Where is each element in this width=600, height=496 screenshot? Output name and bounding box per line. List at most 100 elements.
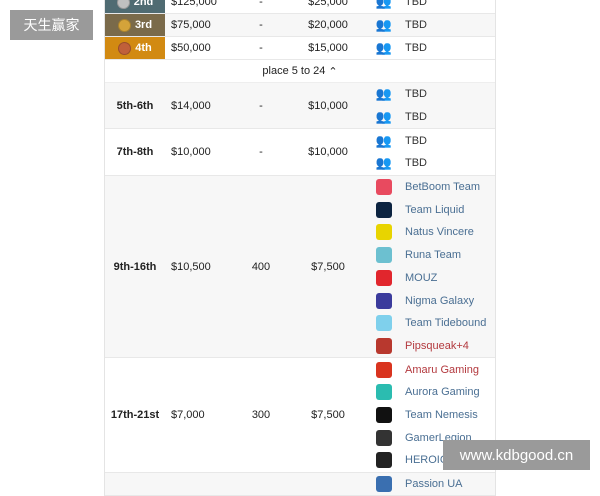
team-name: TBD: [405, 111, 427, 124]
team-entry: 👥 TBD: [369, 129, 495, 152]
points-cell: 400: [251, 260, 271, 273]
team-entry: Natus Vincere: [369, 221, 495, 244]
liquid-logo-icon: [369, 201, 399, 218]
table-row: 7th-8th $10,000 - $10,000 👥 TBD 👥 TBD: [105, 129, 495, 176]
points-cell: -: [259, 42, 263, 54]
team-name: TBD: [405, 134, 427, 147]
prize-cell: $10,500: [171, 260, 211, 273]
team-entry: BetBoom Team: [369, 176, 495, 199]
prize-secondary-cell: $15,000: [308, 42, 348, 54]
users-icon: 👥: [375, 155, 393, 171]
points-cell: -: [259, 0, 263, 8]
betboom-logo-icon: [369, 179, 399, 196]
prize-pool-table: 2nd $125,000 - $25,000 👥 TBD 3rd $75,000 …: [104, 0, 496, 496]
expand-label[interactable]: place 5 to 24: [262, 65, 326, 77]
runa-logo-icon: [369, 247, 399, 264]
place-cell: 4th: [105, 37, 165, 59]
team-entry: Nigma Galaxy: [369, 289, 495, 312]
team-name[interactable]: Pipsqueak+4: [405, 339, 469, 352]
nemesis-logo-icon: [369, 406, 399, 423]
team-name[interactable]: HEROIC: [405, 454, 448, 467]
team-name[interactable]: Amaru Gaming: [405, 363, 479, 376]
users-icon: 👥: [375, 86, 393, 102]
place-cell: [105, 473, 165, 496]
team-entry: Pipsqueak+4: [369, 335, 495, 358]
team-entry: Amaru Gaming: [369, 358, 495, 381]
team-name[interactable]: Natus Vincere: [405, 226, 474, 239]
tidebound-logo-icon: [369, 315, 399, 332]
team-entry: Team Liquid: [369, 198, 495, 221]
prize-secondary-cell: $7,500: [311, 260, 345, 273]
amaru-logo-icon: [369, 361, 399, 378]
team-entry: Runa Team: [369, 244, 495, 267]
place-label: 2nd: [133, 0, 154, 8]
team-name[interactable]: Team Nemesis: [405, 408, 478, 421]
team-name[interactable]: MOUZ: [405, 271, 438, 284]
users-icon: 👥: [375, 17, 393, 32]
team-entry: 👥 TBD: [369, 152, 495, 175]
team-name[interactable]: Aurora Gaming: [405, 386, 480, 399]
points-cell: -: [259, 99, 263, 112]
team-name: TBD: [405, 157, 427, 170]
place-cell: 5th-6th: [116, 99, 154, 112]
place-cell: 9th-16th: [113, 260, 157, 273]
gamerlegion-logo-icon: [369, 429, 399, 446]
team-entry: Passion UA: [369, 473, 495, 496]
dota-logo-icon: [369, 337, 399, 354]
team-name: TBD: [405, 42, 427, 54]
prize-cell: $10,000: [171, 146, 211, 159]
prize-cell: $14,000: [171, 99, 211, 112]
team-entry: Team Nemesis: [369, 404, 495, 427]
expand-toggle[interactable]: place 5 to 24 ⌃: [105, 60, 495, 83]
place-label: 3rd: [134, 19, 153, 31]
team-entry: HEROIC: [369, 449, 495, 472]
team-name: TBD: [405, 0, 427, 8]
place-label: 4th: [135, 42, 152, 54]
team-name[interactable]: Team Liquid: [405, 203, 465, 216]
prize-cell: $125,000: [171, 0, 217, 8]
team-name[interactable]: Runa Team: [405, 249, 462, 262]
team-entry: MOUZ: [369, 267, 495, 290]
chevron-up-icon[interactable]: ⌃: [328, 65, 338, 78]
medal-icon: [117, 18, 131, 32]
team-entry: Aurora Gaming: [369, 381, 495, 404]
place-cell: 2nd: [105, 0, 165, 13]
team-entry: 👥 TBD: [369, 83, 495, 106]
table-row: 2nd $125,000 - $25,000 👥 TBD: [105, 0, 495, 14]
medal-icon: [116, 0, 130, 9]
prize-cell: $7,000: [171, 408, 205, 421]
aurora-logo-icon: [369, 384, 399, 401]
table-row: 9th-16th $10,500 400 $7,500 BetBoom Team…: [105, 175, 495, 359]
team-name: TBD: [405, 19, 427, 31]
prize-cell: $50,000: [171, 42, 211, 54]
prize-cell: $75,000: [171, 19, 211, 31]
team-name: TBD: [405, 88, 427, 101]
users-icon: 👥: [375, 109, 393, 125]
team-entry: Team Tidebound: [369, 312, 495, 335]
table-row: 5th-6th $14,000 - $10,000 👥 TBD 👥 TBD: [105, 83, 495, 130]
place-cell: 3rd: [105, 14, 165, 36]
place-cell: 17th-21st: [110, 408, 160, 421]
place-cell: 7th-8th: [116, 146, 154, 159]
team-name[interactable]: Team Tidebound: [405, 317, 487, 330]
team-name[interactable]: BetBoom Team: [405, 181, 481, 194]
table-row: 17th-21st $7,000 300 $7,500 Amaru Gaming…: [105, 358, 495, 473]
team-name[interactable]: Nigma Galaxy: [405, 294, 475, 307]
prize-secondary-cell: $25,000: [308, 0, 348, 8]
team-entry: 👥 TBD: [369, 106, 495, 129]
mouz-logo-icon: [369, 269, 399, 286]
points-cell: 300: [251, 408, 271, 421]
prize-secondary-cell: $10,000: [308, 99, 348, 112]
prize-secondary-cell: $20,000: [308, 19, 348, 31]
passion-logo-icon: [369, 476, 399, 493]
watermark-top-left: 天生赢家: [10, 10, 93, 40]
points-cell: -: [259, 19, 263, 31]
users-icon: 👥: [375, 0, 393, 9]
prize-secondary-cell: $7,500: [311, 408, 345, 421]
users-icon: 👥: [375, 40, 393, 55]
nigma-logo-icon: [369, 292, 399, 309]
users-icon: 👥: [375, 132, 393, 148]
medal-icon: [118, 41, 132, 55]
table-row: 4th $50,000 - $15,000 👥 TBD: [105, 37, 495, 60]
prize-secondary-cell: $10,000: [308, 146, 348, 159]
